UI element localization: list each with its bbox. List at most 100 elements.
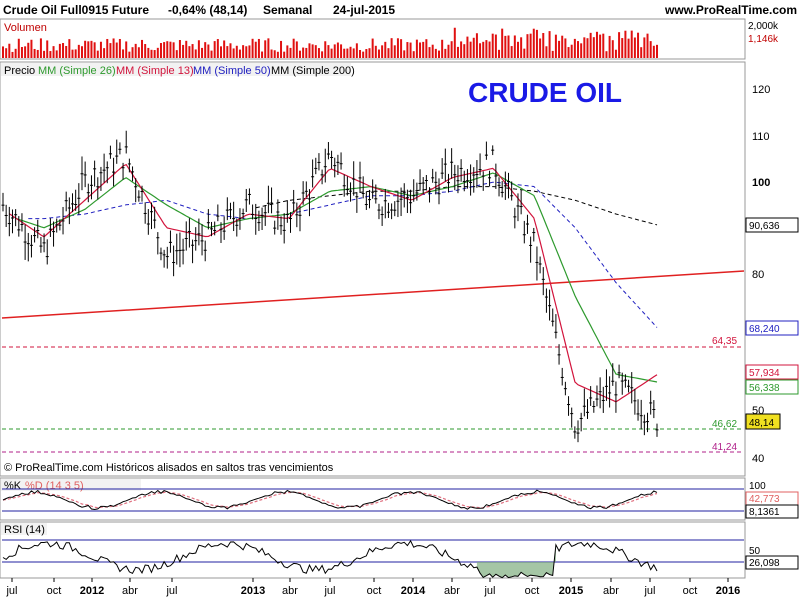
x-tick-label: 2014 [401, 585, 426, 597]
volume-bar [387, 48, 390, 58]
volume-bar [513, 35, 516, 58]
volume-bar [118, 38, 121, 58]
x-axis: jul oct 2012 abr jul 2013 abr jul oct 2014 abr jul o… [5, 578, 740, 597]
volume-bar [74, 49, 77, 58]
last-price-box [745, 413, 781, 430]
volume-bar [498, 49, 501, 58]
volume-bar [643, 37, 646, 58]
volume-bar [472, 37, 475, 58]
volume-bar [159, 43, 162, 58]
volume-bar [624, 30, 627, 58]
volume-bar [17, 38, 20, 58]
volume-bar [8, 43, 11, 58]
volume-bar [317, 48, 320, 58]
volume-bar [352, 48, 355, 58]
volume-bar [558, 40, 561, 58]
volume-bar [526, 34, 529, 58]
volume-bar [368, 48, 371, 58]
volume-bar [441, 39, 444, 58]
site-link[interactable]: www.ProRealTime.com [665, 3, 798, 17]
volume-bar [450, 41, 453, 58]
level-label-64: 64,35 [712, 336, 737, 347]
volume-bar [99, 41, 102, 58]
volume-bar [618, 32, 621, 58]
volume-bar [273, 50, 276, 58]
volume-bar [93, 42, 96, 58]
volume-bar [475, 33, 478, 58]
volume-bar [614, 49, 617, 58]
volume-bar [87, 41, 90, 58]
legend-ma50: MM (Simple 50) [193, 65, 271, 77]
volume-axis-high: 2,000k [748, 21, 779, 32]
volume-bar [567, 47, 570, 58]
volume-bar [529, 33, 532, 58]
volume-bar [223, 40, 226, 58]
volume-bar [580, 43, 583, 58]
volume-bar [336, 42, 339, 58]
volume-bar [166, 41, 169, 58]
level-label-41: 41,24 [712, 442, 737, 453]
volume-bars [2, 27, 658, 58]
volume-bar [384, 41, 387, 58]
volume-bar [463, 44, 466, 58]
volume-bar [207, 44, 210, 58]
volume-bar [627, 38, 630, 58]
volume-bar [599, 34, 602, 58]
volume-bar [295, 41, 298, 58]
price-bars [1, 130, 659, 443]
volume-bar [396, 38, 399, 58]
tick-80: 80 [752, 269, 764, 281]
volume-bar [434, 48, 437, 58]
period-label: Semanal [263, 3, 313, 17]
stoch-k-value-box [745, 504, 799, 519]
volume-bar [68, 39, 71, 58]
x-tick-label: jul [165, 585, 177, 597]
tick-120: 120 [752, 84, 770, 96]
volume-bar [71, 49, 74, 58]
volume-bar [343, 48, 346, 58]
volume-bar [172, 42, 175, 58]
x-tick-label: 2016 [716, 585, 740, 597]
volume-bar [131, 47, 134, 58]
volume-bar [535, 29, 538, 58]
x-tick-label: abr [444, 585, 460, 597]
legend-ma200: MM (Simple 200) [271, 65, 355, 77]
volume-bar [147, 47, 150, 58]
legend-price: Precio [4, 65, 35, 77]
price-panel [0, 61, 746, 477]
volume-bar [141, 39, 144, 58]
tick-100: 100 [752, 177, 770, 189]
volume-bar [49, 51, 52, 58]
volume-bar [469, 41, 472, 58]
volume-bar [482, 41, 485, 58]
volume-bar [595, 31, 598, 58]
volume-bar [232, 48, 235, 58]
volume-bar [229, 43, 232, 58]
volume-bar [564, 38, 567, 58]
volume-bar [251, 38, 254, 58]
volume-bar [630, 30, 633, 58]
volume-bar [365, 49, 368, 58]
legend-box [1, 63, 351, 76]
volume-bar [144, 44, 147, 58]
x-tick-label: jul [483, 585, 495, 597]
volume-bar [542, 33, 545, 58]
volume-bar [324, 41, 327, 58]
volume-bar [137, 47, 140, 58]
ma200-value: 90,636 [749, 221, 780, 232]
volume-bar [204, 42, 207, 58]
volume-bar [551, 50, 554, 58]
volume-bar [30, 39, 33, 58]
volume-bar [646, 33, 649, 58]
volume-bar [516, 41, 519, 58]
volume-bar [390, 38, 393, 58]
volume-bar [175, 50, 178, 58]
rsi-value: 26,098 [749, 558, 780, 569]
stoch-legend-box [1, 479, 141, 491]
volume-bar [280, 40, 283, 58]
volume-bar [210, 50, 213, 58]
volume-bar [220, 46, 222, 58]
volume-bar [201, 47, 204, 58]
volume-bar [577, 41, 580, 58]
